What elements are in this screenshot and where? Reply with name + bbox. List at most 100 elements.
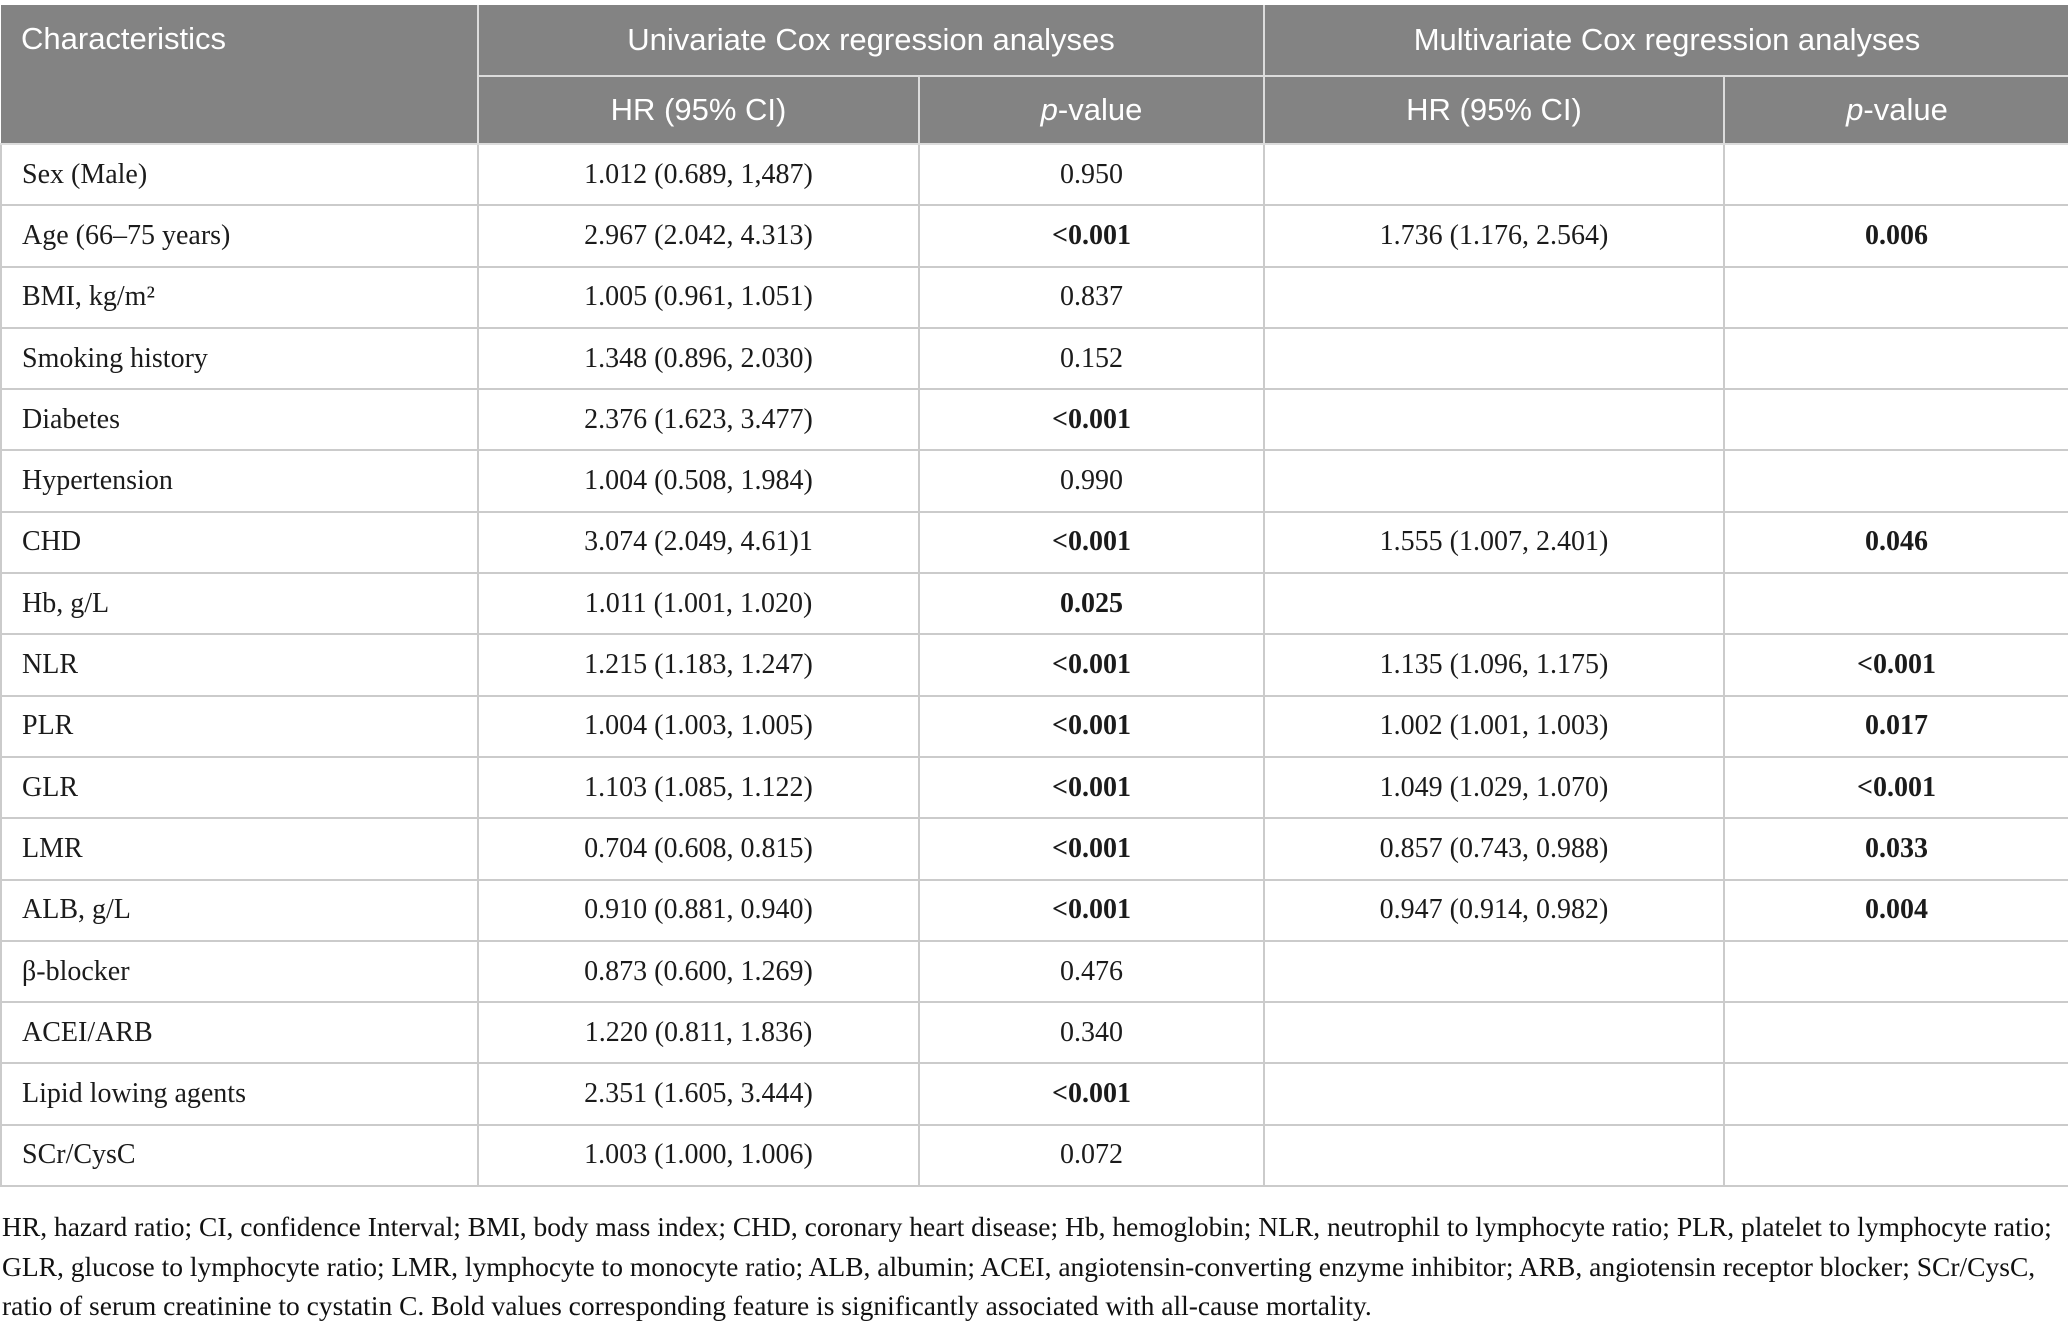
multivariate-p-cell — [1723, 1001, 2068, 1065]
multivariate-hr-cell — [1263, 572, 1725, 636]
table-body: Sex (Male) 1.012 (0.689, 1,487) 0.950 Age (… — [0, 142, 2068, 1188]
multivariate-hr-cell: 1.049 (1.029, 1.070) — [1263, 755, 1725, 820]
multivariate-pvalue-header: p-value — [1723, 75, 2068, 145]
table-row: Hb, g/L 1.011 (1.001, 1.020) 0.025 — [0, 572, 2068, 636]
univariate-p-cell: <0.001 — [918, 878, 1265, 942]
univariate-hr-cell: 1.220 (0.811, 1.836) — [477, 1001, 920, 1065]
characteristic-cell: GLR — [0, 755, 479, 820]
multivariate-p-cell: 0.017 — [1723, 694, 2068, 758]
univariate-p-cell: <0.001 — [918, 633, 1265, 697]
univariate-hr-cell: 1.005 (0.961, 1.051) — [477, 265, 920, 329]
characteristic-cell: ACEI/ARB — [0, 1001, 479, 1065]
multivariate-p-cell — [1723, 388, 2068, 452]
multivariate-hr-cell — [1263, 142, 1725, 207]
multivariate-p-cell — [1723, 265, 2068, 329]
univariate-p-cell: 0.025 — [918, 572, 1265, 636]
univariate-p-cell: <0.001 — [918, 388, 1265, 452]
table-row: Sex (Male) 1.012 (0.689, 1,487) 0.950 — [0, 142, 2068, 207]
table-row: ALB, g/L 0.910 (0.881, 0.940) <0.001 0.947 … — [0, 878, 2068, 942]
multivariate-p-cell — [1723, 1062, 2068, 1126]
multivariate-hr-cell: 0.857 (0.743, 0.988) — [1263, 817, 1725, 881]
table-row: PLR 1.004 (1.003, 1.005) <0.001 1.002 (1.00… — [0, 694, 2068, 758]
multivariate-hr-cell — [1263, 1123, 1725, 1188]
multivariate-p-cell — [1723, 449, 2068, 513]
characteristic-cell: Age (66–75 years) — [0, 204, 479, 268]
table-row: BMI, kg/m² 1.005 (0.961, 1.051) 0.837 — [0, 265, 2068, 329]
characteristics-header: Characteristics — [1, 5, 479, 145]
multivariate-p-cell — [1723, 326, 2068, 391]
univariate-hr-cell: 0.910 (0.881, 0.940) — [477, 878, 920, 942]
table-row: ACEI/ARB 1.220 (0.811, 1.836) 0.340 — [0, 1001, 2068, 1065]
multivariate-p-cell: 0.004 — [1723, 878, 2068, 942]
table-header: Characteristics Univariate Cox regressio… — [1, 5, 2068, 145]
univariate-hr-cell: 0.704 (0.608, 0.815) — [477, 817, 920, 881]
univariate-p-cell: <0.001 — [918, 694, 1265, 758]
univariate-p-cell: <0.001 — [918, 1062, 1265, 1126]
univariate-hr-cell: 1.004 (1.003, 1.005) — [477, 694, 920, 758]
univariate-p-cell: 0.950 — [918, 142, 1265, 207]
characteristic-cell: LMR — [0, 817, 479, 881]
header-sub-row: HR (95% CI) p-value HR (95% CI) p-value — [1, 75, 2068, 145]
characteristic-cell: β-blocker — [0, 939, 479, 1004]
univariate-hr-cell: 1.012 (0.689, 1,487) — [477, 142, 920, 207]
multivariate-p-cell — [1723, 939, 2068, 1004]
multivariate-p-cell — [1723, 1123, 2068, 1188]
multivariate-p-cell: 0.046 — [1723, 510, 2068, 575]
univariate-p-cell: <0.001 — [918, 510, 1265, 575]
univariate-hr-cell: 1.103 (1.085, 1.122) — [477, 755, 920, 820]
univariate-hr-cell: 2.967 (2.042, 4.313) — [477, 204, 920, 268]
characteristic-cell: PLR — [0, 694, 479, 758]
multivariate-hr-cell — [1263, 939, 1725, 1004]
table-row: LMR 0.704 (0.608, 0.815) <0.001 0.857 (0.74… — [0, 817, 2068, 881]
characteristic-cell: Smoking history — [0, 326, 479, 391]
characteristic-cell: SCr/CysC — [0, 1123, 479, 1188]
characteristic-cell: CHD — [0, 510, 479, 575]
univariate-p-cell: 0.072 — [918, 1123, 1265, 1188]
header-group-row: Characteristics Univariate Cox regressio… — [1, 5, 2068, 145]
multivariate-p-cell — [1723, 572, 2068, 636]
multivariate-p-cell — [1723, 142, 2068, 207]
univariate-p-cell: 0.990 — [918, 449, 1265, 513]
characteristic-cell: Hb, g/L — [0, 572, 479, 636]
univariate-hr-cell: 1.003 (1.000, 1.006) — [477, 1123, 920, 1188]
univariate-hr-cell: 1.011 (1.001, 1.020) — [477, 572, 920, 636]
table-row: Age (66–75 years) 2.967 (2.042, 4.313) <0.… — [0, 204, 2068, 268]
characteristic-cell: BMI, kg/m² — [0, 265, 479, 329]
multivariate-hr-cell: 1.555 (1.007, 2.401) — [1263, 510, 1725, 575]
multivariate-hr-cell: 1.135 (1.096, 1.175) — [1263, 633, 1725, 697]
multivariate-p-cell: 0.006 — [1723, 204, 2068, 268]
univariate-hr-cell: 0.873 (0.600, 1.269) — [477, 939, 920, 1004]
univariate-hr-cell: 2.351 (1.605, 3.444) — [477, 1062, 920, 1126]
table-row: β-blocker 0.873 (0.600, 1.269) 0.476 — [0, 939, 2068, 1004]
table-row: Hypertension 1.004 (0.508, 1.984) 0.990 — [0, 449, 2068, 513]
table-row: GLR 1.103 (1.085, 1.122) <0.001 1.049 (1.02… — [0, 755, 2068, 820]
pvalue-italic-p: p — [1846, 92, 1864, 127]
univariate-p-cell: <0.001 — [918, 204, 1265, 268]
table-row: CHD 3.074 (2.049, 4.61)1 <0.001 1.555 (1.00… — [0, 510, 2068, 575]
multivariate-p-cell: <0.001 — [1723, 633, 2068, 697]
univariate-hr-cell: 1.348 (0.896, 2.030) — [477, 326, 920, 391]
univariate-hr-header: HR (95% CI) — [477, 75, 920, 145]
cox-regression-table: Characteristics Univariate Cox regressio… — [0, 5, 2068, 1188]
table-row: Diabetes 2.376 (1.623, 3.477) <0.001 — [0, 388, 2068, 452]
table-row: Smoking history 1.348 (0.896, 2.030) 0.152 — [0, 326, 2068, 391]
table-row: Lipid lowing agents 2.351 (1.605, 3.444) <… — [0, 1062, 2068, 1126]
characteristic-cell: Hypertension — [0, 449, 479, 513]
multivariate-p-cell: 0.033 — [1723, 817, 2068, 881]
univariate-p-cell: 0.152 — [918, 326, 1265, 391]
characteristic-cell: Lipid lowing agents — [0, 1062, 479, 1126]
multivariate-p-cell: <0.001 — [1723, 755, 2068, 820]
characteristic-cell: NLR — [0, 633, 479, 697]
multivariate-group-header: Multivariate Cox regression analyses — [1263, 5, 2068, 77]
table-row: NLR 1.215 (1.183, 1.247) <0.001 1.135 (1.09… — [0, 633, 2068, 697]
characteristic-cell: ALB, g/L — [0, 878, 479, 942]
univariate-hr-cell: 1.004 (0.508, 1.984) — [477, 449, 920, 513]
multivariate-hr-cell — [1263, 1062, 1725, 1126]
univariate-pvalue-header: p-value — [918, 75, 1265, 145]
multivariate-hr-cell — [1263, 1001, 1725, 1065]
characteristic-cell: Diabetes — [0, 388, 479, 452]
multivariate-hr-cell — [1263, 265, 1725, 329]
multivariate-hr-cell — [1263, 388, 1725, 452]
table-row: SCr/CysC 1.003 (1.000, 1.006) 0.072 — [0, 1123, 2068, 1188]
